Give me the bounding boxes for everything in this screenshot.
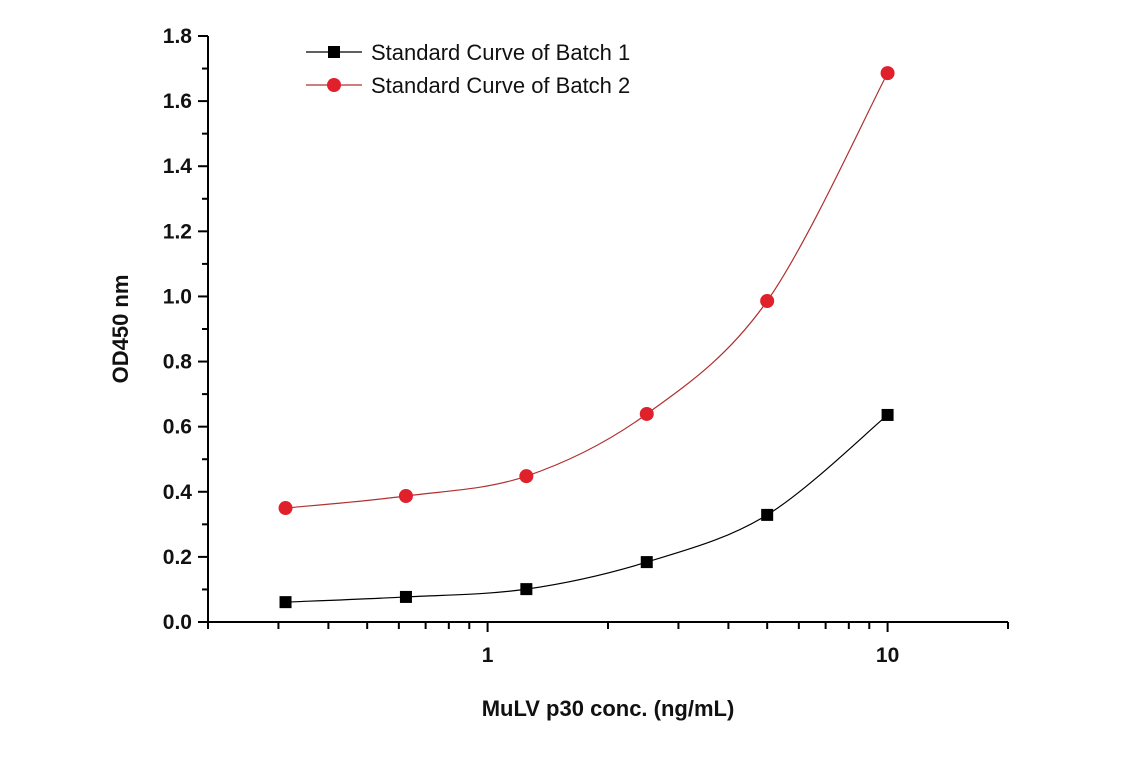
x-axis-title: MuLV p30 conc. (ng/mL): [482, 696, 735, 721]
legend-square-marker: [328, 46, 340, 58]
legend-circle-marker: [327, 78, 341, 92]
y-axis-title: OD450 nm: [108, 275, 133, 384]
x-tick-label: 1: [482, 644, 494, 667]
y-tick-label: 1.4: [163, 155, 193, 178]
data-point-square: [881, 408, 894, 421]
legend-label: Standard Curve of Batch 2: [371, 73, 630, 98]
data-point-circle: [760, 294, 775, 309]
data-point-square: [761, 508, 774, 521]
y-tick-label: 1.2: [163, 220, 192, 243]
data-point-square: [640, 556, 653, 569]
data-point-circle: [398, 489, 413, 504]
y-tick-label: 0.0: [163, 611, 192, 634]
data-point-circle: [639, 406, 654, 421]
series-line-1: [285, 414, 888, 603]
data-point-circle: [278, 501, 293, 516]
y-tick-label: 1.8: [163, 25, 193, 48]
legend-label: Standard Curve of Batch 1: [371, 40, 630, 65]
data-point-circle: [880, 66, 895, 81]
y-tick-label: 0.2: [163, 546, 192, 569]
y-tick-label: 1.6: [163, 90, 192, 113]
y-tick-label: 1.0: [163, 285, 192, 308]
y-tick-label: 0.6: [163, 416, 192, 439]
data-point-circle: [519, 469, 534, 484]
data-point-square: [279, 596, 292, 609]
data-point-square: [399, 590, 412, 603]
y-tick-label: 0.4: [163, 481, 193, 504]
y-tick-label: 0.8: [163, 351, 193, 374]
x-tick-label: 10: [876, 644, 899, 667]
data-point-square: [520, 583, 533, 596]
series-line-2: [285, 72, 889, 509]
